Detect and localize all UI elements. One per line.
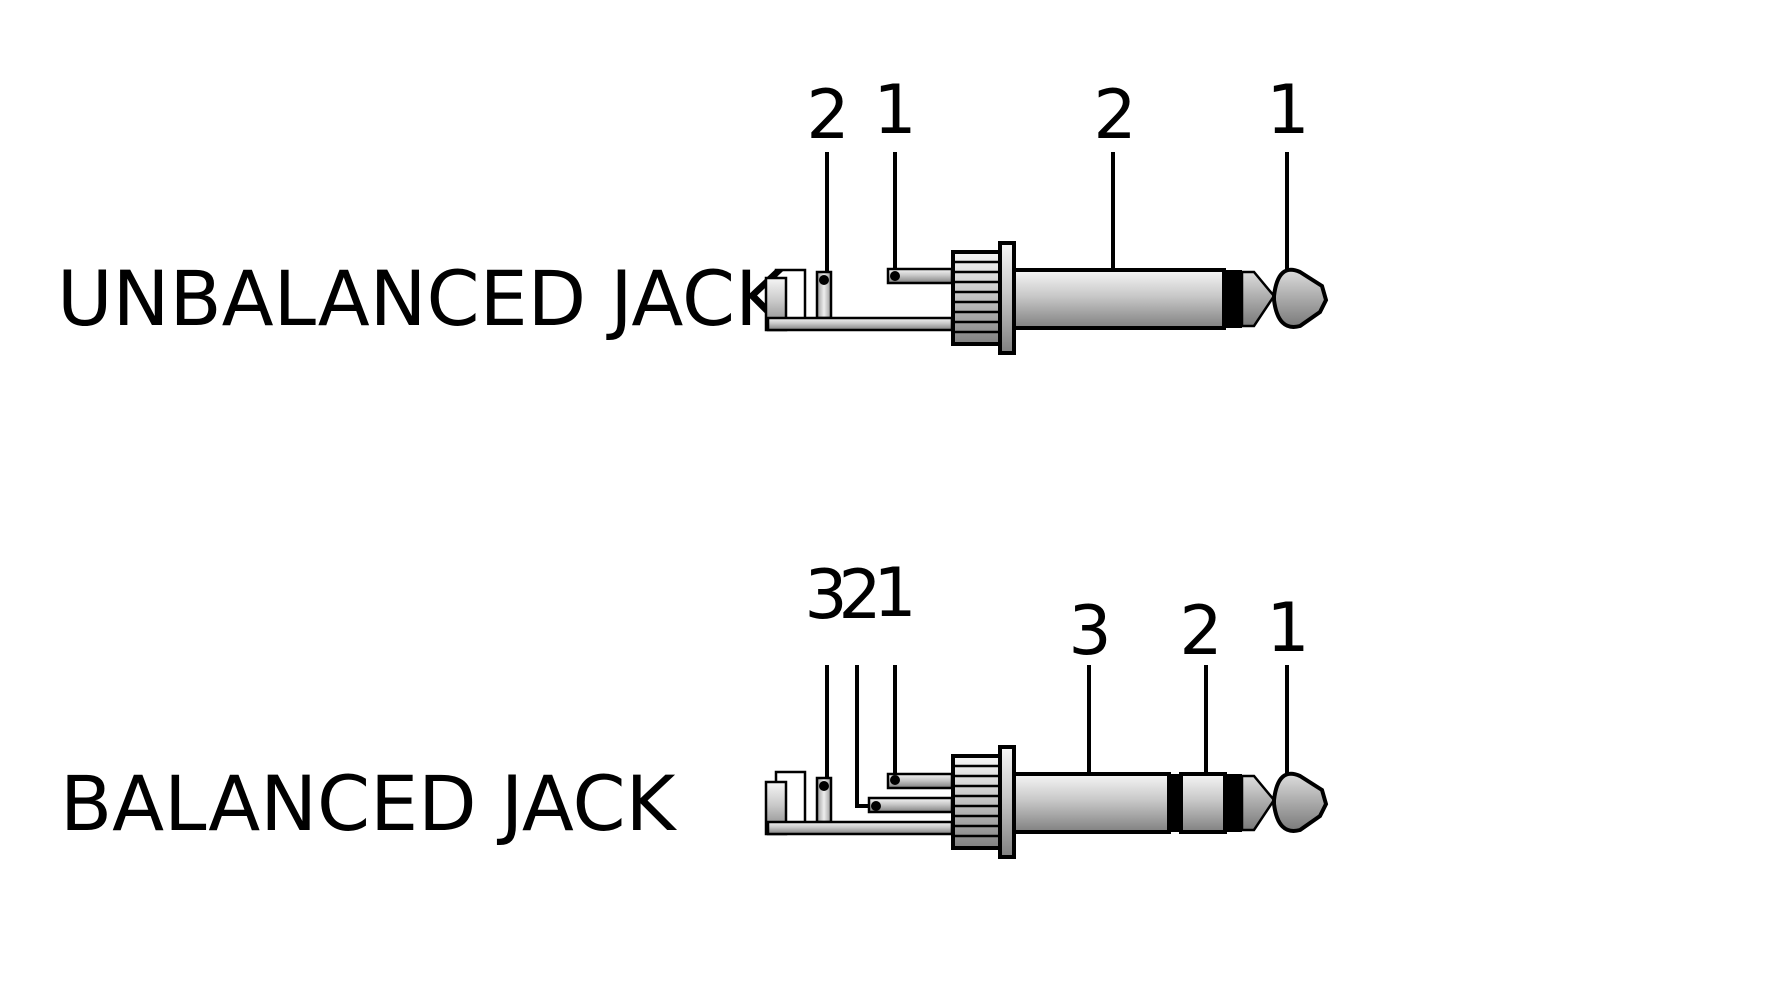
balanced-ring: [1179, 772, 1227, 834]
balanced-ring-lug-label: 2: [838, 556, 881, 635]
unbalanced-jack-group: UNBALANCED JACK 2 1 2 1: [57, 71, 1329, 355]
balanced-ring-label: 2: [1179, 592, 1222, 671]
balanced-sleeve-lug-label: 3: [804, 556, 847, 635]
unbalanced-tip-lug-label: 1: [873, 71, 916, 150]
balanced-ring-lug-leader: [855, 665, 876, 808]
unbalanced-solder-lugs: [764, 267, 954, 332]
unbalanced-tip-label: 1: [1266, 71, 1309, 150]
unbalanced-sleeve-lug-label: 2: [806, 76, 849, 155]
balanced-tip-label: 1: [1266, 589, 1309, 668]
unbalanced-threaded-bushing: [951, 241, 1016, 355]
balanced-jack-title: BALANCED JACK: [60, 759, 678, 848]
unbalanced-tip: [1240, 267, 1329, 329]
unbalanced-sleeve-label: 2: [1093, 76, 1136, 155]
balanced-insulator-2: [1225, 774, 1242, 832]
balanced-sleeve-label: 3: [1068, 592, 1111, 671]
balanced-tip-lug-label: 1: [873, 554, 916, 633]
unbalanced-insulator: [1224, 270, 1242, 328]
balanced-jack-group: BALANCED JACK 3 2 1 3 2 1: [60, 554, 1329, 859]
unbalanced-sleeve: [1012, 268, 1226, 330]
balanced-threaded-bushing: [951, 745, 1016, 859]
balanced-solder-lugs: [764, 770, 954, 836]
balanced-tip: [1240, 771, 1329, 833]
unbalanced-jack-title: UNBALANCED JACK: [57, 254, 787, 343]
balanced-insulator-1: [1169, 774, 1181, 832]
balanced-sleeve: [1012, 772, 1171, 834]
